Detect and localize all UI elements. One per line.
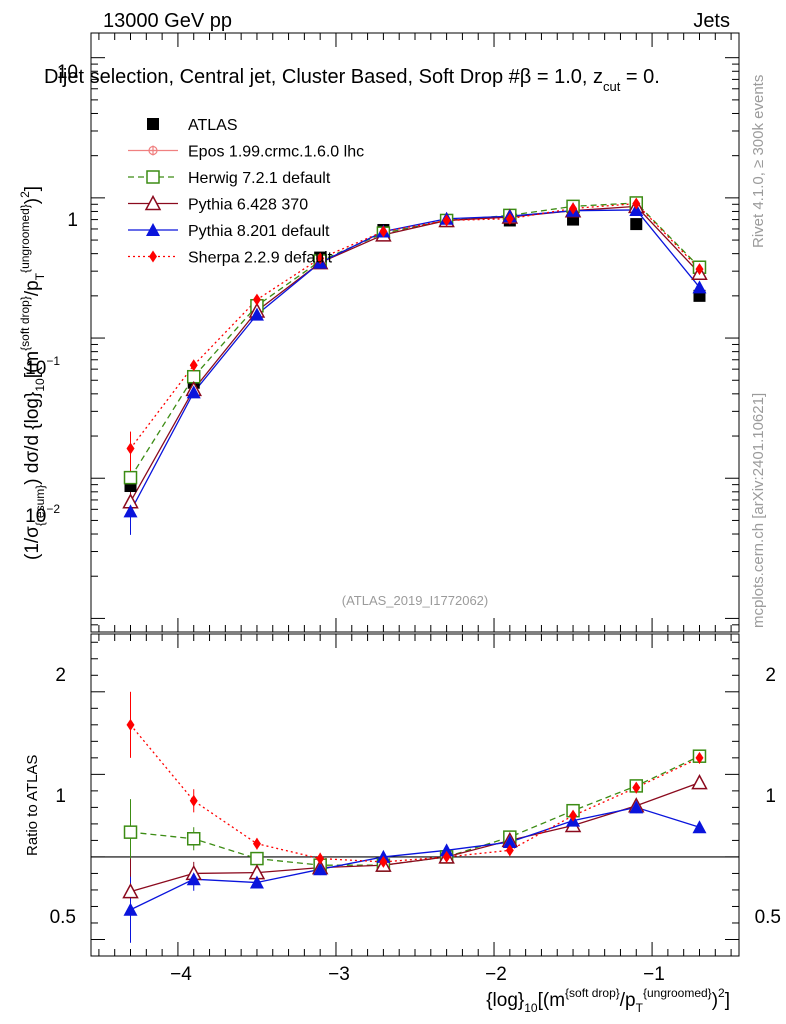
error-bars: [130, 199, 700, 943]
top-line-sherpa-2-2-9-default: [129, 202, 700, 449]
top-point-sherpa-2-2-9-default: [316, 252, 325, 265]
ratio-point-herwig-7-2-1-default: [186, 832, 201, 846]
ratio-y-tick-label-1-right: 1: [765, 786, 776, 807]
top-point-pythia-8-201-default: [186, 385, 201, 399]
ratio-point-pythia-6-428-370: [691, 774, 708, 790]
top-point-pythia-8-201-default: [249, 307, 264, 321]
ratio-point-sherpa-2-2-9-default: [569, 809, 578, 822]
y-tick-label-1: 1: [67, 210, 78, 231]
top-line-pythia-6-428-370: [129, 205, 700, 503]
x-axis-label: {log}10[(m{soft drop}/pT{ungroomed})2]: [486, 986, 730, 1015]
axis-ticks: [91, 33, 739, 957]
ratio-line-pythia-8-201-default: [130, 806, 700, 911]
plot-title: Dijet selection, Central jet, Cluster Ba…: [44, 66, 660, 94]
series-lines: [129, 202, 700, 911]
top-point-sherpa-2-2-9-default: [189, 359, 198, 372]
mcplots-label: mcplots.cern.ch [arXiv:2401.10621]: [750, 393, 767, 628]
title-end: = 0.: [620, 66, 659, 88]
ratio-point-sherpa-2-2-9-default: [126, 718, 135, 731]
rivet-label: Rivet 4.1.0, ≥ 300k events: [750, 75, 767, 248]
ratio-line-herwig-7-2-1-default: [130, 755, 700, 866]
top-point-herwig-7-2-1-default: [123, 470, 138, 485]
top-point-sherpa-2-2-9-default: [442, 214, 451, 227]
legend-label-epos-1-99-crmc-1-6-0-lhc: Epos 1.99.crmc.1.6.0 lhc: [188, 144, 364, 161]
y-tick-label-0.01: 10−2: [25, 502, 60, 527]
ratio-point-sherpa-2-2-9-default: [189, 794, 198, 807]
ratio-point-sherpa-2-2-9-default: [632, 781, 641, 794]
x-tick-label-minus2: −2: [485, 964, 507, 985]
top-point-sherpa-2-2-9-default: [695, 263, 704, 276]
top-point-sherpa-2-2-9-default: [505, 212, 514, 225]
ratio-point-pythia-8-201-default: [629, 800, 644, 814]
legend-marker-sherpa-2-2-9-default: [149, 250, 157, 263]
top-point-sherpa-2-2-9-default: [632, 197, 641, 210]
ratio-y-tick-label-1: 1: [55, 786, 66, 807]
top-point-sherpa-2-2-9-default: [252, 293, 261, 306]
ratio-point-pythia-8-201-default: [692, 820, 707, 834]
legend-marker-epos-1-99-crmc-1-6-0-lhc: [148, 145, 158, 156]
legend-label-atlas: ATLAS: [188, 117, 238, 134]
analysis-watermark: (ATLAS_2019_I1772062): [342, 593, 488, 608]
ratio-point-pythia-8-201-default: [186, 872, 201, 886]
ratio-point-herwig-7-2-1-default: [123, 825, 138, 839]
legend: ATLAS Epos 1.99.crmc.1.6.0 lhc Herwig 7.2.…: [128, 117, 364, 267]
y-tick-label-0.1: 10−1: [25, 354, 60, 379]
legend-label-herwig-7-2-1-default: Herwig 7.2.1 default: [188, 170, 331, 187]
ratio-y-axis-label: Ratio to ATLAS: [24, 755, 41, 856]
process-label: Jets: [693, 10, 730, 32]
ratio-point-pythia-8-201-default: [502, 835, 517, 849]
ratio-point-pythia-8-201-default: [249, 875, 264, 889]
x-tick-label-minus4: −4: [170, 964, 192, 985]
top-point-atlas: [630, 218, 643, 231]
legend-marker-pythia-8-201-default: [146, 223, 160, 236]
beam-label: 13000 GeV pp: [103, 10, 232, 32]
ratio-point-pythia-8-201-default: [439, 843, 454, 857]
legend-marker-atlas: [147, 118, 159, 130]
title-subscript: cut: [603, 79, 621, 94]
ratio-point-sherpa-2-2-9-default: [252, 837, 261, 850]
top-line-herwig-7-2-1-default: [129, 202, 700, 478]
ratio-point-herwig-7-2-1-default: [250, 851, 264, 866]
legend-marker-herwig-7-2-1-default: [146, 170, 160, 184]
ratio-point-sherpa-2-2-9-default: [379, 855, 388, 868]
y-tick-label-10: 10: [57, 62, 78, 83]
legend-label-sherpa-2-2-9-default: Sherpa 2.2.9 default: [188, 250, 333, 267]
ratio-line-sherpa-2-2-9-default: [130, 724, 700, 863]
ratio-y-tick-label-2-right: 2: [765, 665, 776, 686]
top-line-pythia-8-201-default: [129, 209, 700, 512]
ratio-y-tick-label-2: 2: [55, 665, 66, 686]
top-point-pythia-8-201-default: [692, 280, 707, 294]
x-tick-label-minus3: −3: [328, 964, 350, 985]
legend-label-pythia-8-201-default: Pythia 8.201 default: [188, 223, 330, 240]
ratio-point-pythia-8-201-default: [313, 862, 328, 876]
ratio-point-pythia-6-428-370: [122, 883, 139, 899]
ratio-point-sherpa-2-2-9-default: [442, 850, 451, 863]
ratio-point-sherpa-2-2-9-default: [695, 751, 704, 764]
x-tick-label-minus1: −1: [643, 964, 665, 985]
ratio-y-tick-label-0.5-right: 0.5: [755, 907, 781, 928]
ratio-point-sherpa-2-2-9-default: [505, 844, 514, 857]
legend-marker-pythia-6-428-370: [144, 194, 162, 211]
ratio-point-sherpa-2-2-9-default: [316, 852, 325, 865]
top-point-sherpa-2-2-9-default: [569, 202, 578, 215]
ratio-point-pythia-8-201-default: [123, 902, 138, 916]
ratio-y-tick-label-0.5: 0.5: [50, 907, 76, 928]
ratio-line-pythia-6-428-370: [130, 782, 700, 893]
top-point-sherpa-2-2-9-default: [126, 442, 135, 455]
top-point-pythia-8-201-default: [123, 504, 138, 518]
top-point-sherpa-2-2-9-default: [379, 225, 388, 238]
legend-label-pythia-6-428-370: Pythia 6.428 370: [188, 197, 308, 214]
data-markers: [122, 196, 708, 916]
